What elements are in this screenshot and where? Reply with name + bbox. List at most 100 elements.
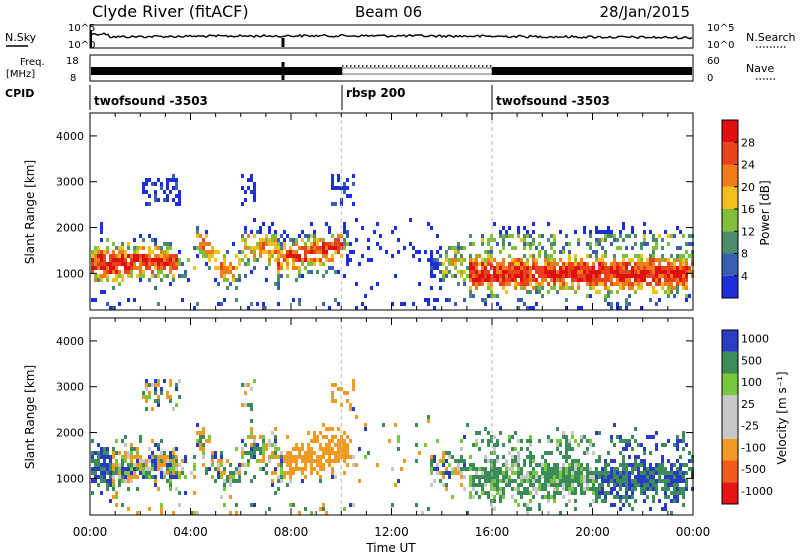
velocity-cell [625,471,628,475]
power-cell [475,274,478,278]
power-cell [643,270,646,274]
power-cell [295,266,298,270]
power-cell [628,282,631,286]
velocity-cell [622,479,625,483]
power-cell [373,230,376,234]
power-cell [478,282,481,286]
velocity-cell [655,483,658,487]
velocity-cell [574,491,577,495]
power-cell [211,250,214,254]
velocity-cell [349,503,352,507]
power-cell [601,266,604,270]
velocity-cell [619,475,622,479]
velocity-cell [580,475,583,479]
velocity-cell [532,455,535,459]
power-cell [154,182,157,186]
velocity-cell [121,471,124,475]
velocity-cell [499,487,502,491]
velocity-cell [667,439,670,443]
power-cell [652,258,655,262]
power-cell [580,274,583,278]
power-cell [394,226,397,230]
power-cell [280,246,283,250]
velocity-cell [145,475,148,479]
velocity-cell [532,471,535,475]
power-cell [349,250,352,254]
velocity-cell [613,483,616,487]
velocity-cell [565,435,568,439]
power-cell [622,274,625,278]
velocity-cell [664,483,667,487]
velocity-cell [637,463,640,467]
velocity-cell [652,467,655,471]
power-cell [424,250,427,254]
velocity-cell [634,427,637,431]
power-cell [544,262,547,266]
power-cell [604,282,607,286]
power-cell [271,238,274,242]
velocity-cell [169,459,172,463]
velocity-cell [175,463,178,467]
velocity-cell [532,459,535,463]
power-cell [667,266,670,270]
power-cell [493,274,496,278]
power-cell [487,294,490,298]
velocity-cell [322,455,325,459]
velocity-cell [631,435,634,439]
power-cell [688,234,691,238]
velocity-cell [244,443,247,447]
velocity-cell [112,495,115,499]
velocity-cell [466,423,469,427]
velocity-cell [460,439,463,443]
velocity-cell [181,467,184,471]
power-cell [433,274,436,278]
velocity-cell [397,439,400,443]
power-cell [457,242,460,246]
power-cell [334,202,337,206]
velocity-cell [298,467,301,471]
power-cell [472,262,475,266]
velocity-cell [340,455,343,459]
velocity-cell [331,395,334,399]
power-cell [334,298,337,302]
power-cell [487,258,490,262]
power-cell [574,270,577,274]
power-cell [442,262,445,266]
power-cell [565,262,568,266]
power-cell [541,278,544,282]
power-cell [433,298,436,302]
power-cell [355,218,358,222]
power-cell [241,186,244,190]
velocity-cell [673,463,676,467]
power-cell [325,258,328,262]
power-cell [214,258,217,262]
power-cell [430,262,433,266]
velocity-cell [304,507,307,511]
velocity-cell [316,459,319,463]
velocity-cell [496,455,499,459]
power-cell [535,302,538,306]
velocity-cell [97,451,100,455]
velocity-cell [580,435,583,439]
power-cell [169,254,172,258]
velocity-cell [529,443,532,447]
power-cell [268,250,271,254]
power-cell [112,250,115,254]
velocity-cell [625,443,628,447]
velocity-cell [685,463,688,467]
power-cell [463,270,466,274]
power-cell [307,262,310,266]
velocity-cell [562,467,565,471]
velocity-cell [589,443,592,447]
velocity-cell [568,491,571,495]
velocity-cell [154,391,157,395]
velocity-cell [529,455,532,459]
power-cell [535,246,538,250]
power-cell [547,222,550,226]
power-cell [673,270,676,274]
power-cell [544,270,547,274]
power-cell [508,282,511,286]
power-cell [139,258,142,262]
velocity-cell [619,487,622,491]
velocity-cell [526,479,529,483]
